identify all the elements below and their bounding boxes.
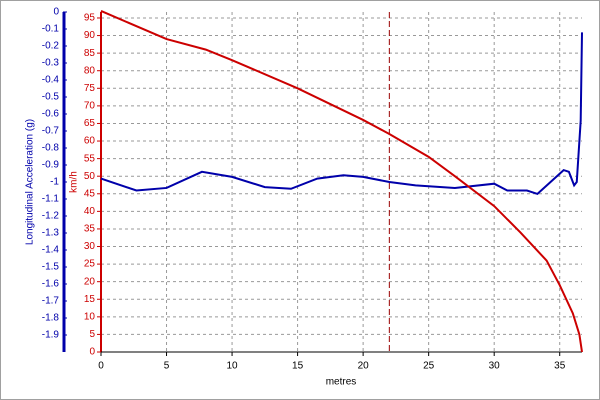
y2-tick-label: 85 (84, 48, 96, 59)
x-tick-label: 35 (554, 361, 566, 372)
y-tick-label: -1.4 (42, 245, 60, 256)
y-tick-label: -1.6 (42, 279, 60, 290)
y-axis-label: Longitudinal Acceleration (g) (25, 119, 36, 245)
y2-tick-label: 95 (84, 13, 96, 24)
y-tick-label: -1.7 (42, 296, 60, 307)
y-tick-label: -0.5 (42, 92, 60, 103)
x-tick-label: 15 (292, 361, 304, 372)
x-tick-label: 10 (227, 361, 239, 372)
y-tick-label: 0 (53, 7, 59, 18)
x-tick-label: 20 (358, 361, 370, 372)
y2-tick-label: 20 (84, 276, 96, 287)
y2-tick-label: 70 (84, 101, 96, 112)
y2-axis-label: km/h (69, 171, 80, 193)
y2-tick-label: 10 (84, 311, 96, 322)
y2-tick-label: 50 (84, 171, 96, 182)
y2-tick-label: 90 (84, 30, 96, 41)
y2-tick-label: 45 (84, 188, 96, 199)
x-axis-label: metres (326, 377, 357, 388)
x-tick-label: 25 (423, 361, 435, 372)
y-tick-label: -0.8 (42, 143, 60, 154)
y2-tick-label: 5 (89, 329, 95, 340)
y2-tick-label: 60 (84, 136, 96, 147)
y-tick-label: -0.3 (42, 58, 60, 69)
y-tick-label: -0.1 (42, 24, 60, 35)
x-tick-label: 5 (164, 361, 170, 372)
x-tick-label: 0 (98, 361, 104, 372)
y-tick-label: -1.9 (42, 330, 60, 341)
y2-tick-label: 25 (84, 259, 96, 270)
y2-tick-label: 15 (84, 294, 96, 305)
y2-tick-label: 30 (84, 241, 96, 252)
y-tick-label: -0.9 (42, 160, 60, 171)
x-tick-label: 30 (489, 361, 501, 372)
y2-tick-label: 40 (84, 206, 96, 217)
y2-tick-label: 80 (84, 65, 96, 76)
plot-area (101, 12, 582, 352)
y-tick-label: -1.1 (42, 194, 60, 205)
y2-tick-label: 35 (84, 224, 96, 235)
y-tick-label: -0.2 (42, 41, 60, 52)
y2-tick-label: 0 (89, 347, 95, 358)
y-tick-label: -1.2 (42, 211, 60, 222)
series-line (100, 32, 583, 196)
y-tick-label: -1.8 (42, 313, 60, 324)
y-tick-label: -1 (50, 177, 59, 188)
y2-tick-label: 55 (84, 153, 96, 164)
y2-tick-label: 75 (84, 83, 96, 94)
y-tick-label: -0.6 (42, 109, 60, 120)
y-tick-label: -0.4 (42, 75, 60, 86)
y-tick-label: -1.5 (42, 262, 60, 273)
y-tick-label: -1.3 (42, 228, 60, 239)
series-line (100, 10, 583, 353)
y-tick-label: -0.7 (42, 126, 60, 137)
y2-tick-label: 65 (84, 118, 96, 129)
